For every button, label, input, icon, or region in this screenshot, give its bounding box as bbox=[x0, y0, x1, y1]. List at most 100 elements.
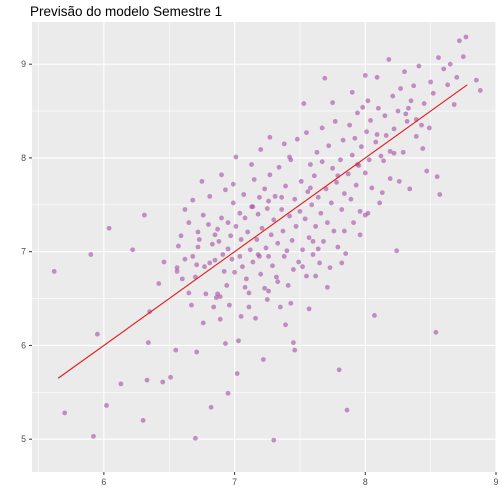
data-point bbox=[225, 390, 231, 396]
data-point bbox=[275, 240, 281, 246]
data-point bbox=[237, 253, 243, 259]
data-point bbox=[182, 207, 188, 212]
data-point bbox=[365, 98, 371, 104]
data-point bbox=[195, 244, 201, 250]
data-point bbox=[281, 253, 287, 259]
data-point bbox=[276, 164, 282, 170]
data-point bbox=[118, 381, 124, 387]
data-point bbox=[387, 148, 393, 154]
data-point bbox=[408, 98, 414, 104]
data-point bbox=[237, 210, 243, 216]
data-point bbox=[289, 238, 295, 243]
data-point bbox=[315, 194, 321, 200]
data-point bbox=[283, 322, 288, 328]
data-point bbox=[251, 177, 257, 182]
data-point bbox=[296, 259, 302, 265]
data-point bbox=[335, 244, 341, 250]
data-point bbox=[281, 141, 287, 147]
data-point bbox=[224, 283, 230, 288]
data-point bbox=[340, 137, 346, 143]
data-point bbox=[287, 213, 292, 219]
data-point bbox=[267, 172, 273, 178]
data-point bbox=[220, 252, 226, 257]
data-point bbox=[375, 105, 381, 111]
data-point bbox=[308, 185, 313, 191]
fit-line bbox=[57, 84, 468, 379]
data-point bbox=[246, 290, 252, 296]
data-point bbox=[271, 217, 277, 223]
data-point bbox=[233, 223, 239, 229]
data-point bbox=[355, 110, 360, 116]
data-point bbox=[189, 302, 194, 308]
data-point bbox=[268, 232, 274, 238]
data-point bbox=[212, 257, 218, 263]
data-point bbox=[300, 264, 305, 270]
data-point bbox=[323, 186, 329, 192]
data-point bbox=[156, 281, 162, 286]
data-point bbox=[144, 377, 150, 383]
data-point bbox=[310, 252, 316, 257]
data-point bbox=[272, 193, 278, 199]
data-point bbox=[225, 246, 231, 252]
data-point bbox=[372, 313, 377, 318]
data-point bbox=[106, 225, 112, 231]
data-point bbox=[257, 194, 262, 200]
data-point bbox=[293, 223, 299, 229]
data-point bbox=[192, 274, 198, 280]
x-tick-label: 8 bbox=[363, 477, 368, 487]
x-tick-label: 6 bbox=[101, 477, 106, 487]
data-point bbox=[304, 130, 309, 136]
data-point bbox=[279, 194, 285, 200]
data-point bbox=[394, 248, 400, 254]
data-point bbox=[174, 265, 180, 271]
data-point bbox=[364, 129, 370, 135]
data-point bbox=[291, 267, 296, 272]
data-point bbox=[319, 125, 325, 131]
data-point bbox=[358, 144, 364, 150]
data-point bbox=[51, 268, 57, 274]
data-point bbox=[398, 86, 403, 91]
data-point bbox=[345, 171, 351, 177]
data-point bbox=[403, 111, 409, 117]
data-point bbox=[228, 233, 234, 239]
data-point bbox=[411, 83, 417, 89]
data-point bbox=[306, 235, 312, 241]
data-point bbox=[334, 179, 339, 185]
data-point bbox=[245, 229, 251, 235]
data-point bbox=[386, 57, 392, 62]
data-point bbox=[270, 263, 275, 269]
data-point bbox=[255, 211, 261, 217]
data-point bbox=[208, 404, 214, 410]
data-point bbox=[404, 118, 410, 124]
data-point bbox=[326, 143, 332, 149]
data-point bbox=[338, 157, 343, 163]
data-point bbox=[330, 165, 336, 171]
data-point bbox=[301, 101, 307, 106]
data-point bbox=[238, 237, 244, 242]
data-point bbox=[349, 152, 355, 158]
data-point bbox=[331, 228, 337, 234]
data-point bbox=[311, 173, 317, 179]
data-point bbox=[433, 329, 439, 335]
data-point bbox=[250, 204, 256, 210]
data-point bbox=[213, 295, 219, 301]
data-point bbox=[313, 273, 319, 279]
data-point bbox=[382, 113, 388, 119]
data-point bbox=[264, 297, 270, 302]
data-point bbox=[381, 158, 386, 164]
data-point bbox=[315, 246, 321, 252]
data-point bbox=[341, 228, 347, 234]
data-point bbox=[219, 172, 224, 178]
data-point bbox=[477, 88, 483, 93]
y-tick-label: 5 bbox=[21, 434, 26, 444]
data-point bbox=[262, 186, 268, 192]
data-point bbox=[391, 150, 397, 156]
data-point bbox=[178, 233, 184, 239]
data-point bbox=[145, 340, 151, 346]
data-point bbox=[457, 38, 462, 44]
data-point bbox=[246, 304, 252, 310]
data-point bbox=[447, 61, 453, 67]
data-point bbox=[347, 122, 353, 128]
data-point bbox=[161, 259, 167, 265]
data-point bbox=[202, 264, 207, 270]
